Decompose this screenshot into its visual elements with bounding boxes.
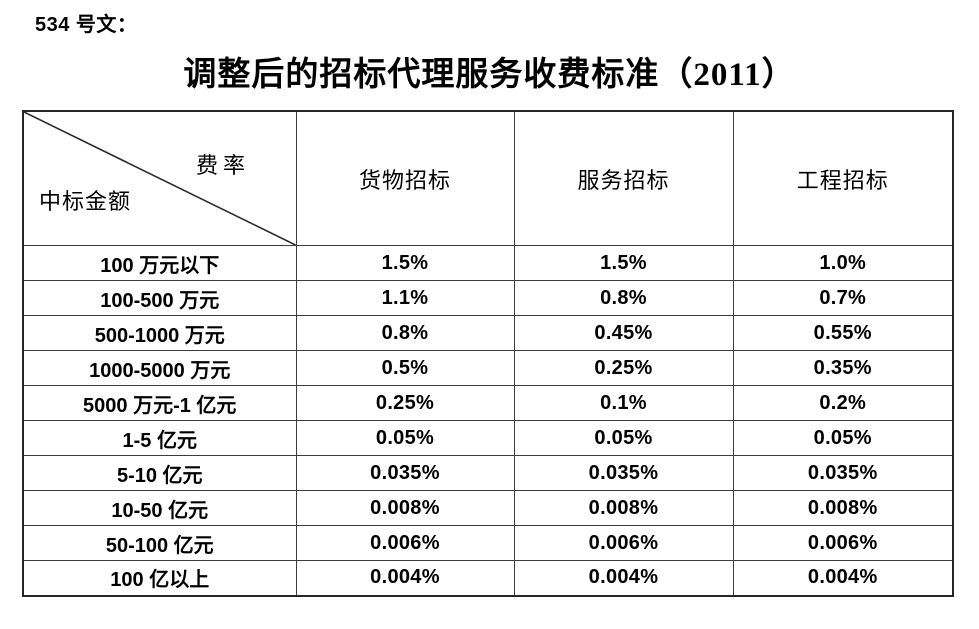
table-row: 500-1000 万元 0.8% 0.45% 0.55% bbox=[22, 315, 954, 351]
table-row: 5-10 亿元 0.035% 0.035% 0.035% bbox=[22, 455, 954, 491]
corner-amount-label: 中标金额 bbox=[39, 189, 132, 214]
fee-value-cell: 0.05% bbox=[295, 420, 515, 456]
fee-value-cell: 0.25% bbox=[295, 385, 515, 421]
fee-value-cell: 0.8% bbox=[295, 315, 515, 351]
fee-rate-table: 费率 中标金额 货物招标 服务招标 工程招标 100 万元以下 1.5% 1.5… bbox=[22, 110, 954, 597]
table-row: 1000-5000 万元 0.5% 0.25% 0.35% bbox=[22, 350, 954, 386]
row-label-cell: 100-500 万元 bbox=[22, 280, 297, 316]
fee-value-cell: 0.006% bbox=[732, 525, 954, 561]
fee-value-cell: 0.5% bbox=[295, 350, 515, 386]
fee-value-cell: 0.35% bbox=[732, 350, 954, 386]
fee-value-cell: 0.035% bbox=[295, 455, 515, 491]
fee-value-cell: 0.8% bbox=[513, 280, 734, 316]
corner-header-cell: 费率 中标金额 bbox=[22, 110, 297, 246]
row-label-cell: 1-5 亿元 bbox=[22, 420, 297, 456]
fee-value-cell: 1.1% bbox=[295, 280, 515, 316]
row-label-cell: 100 万元以下 bbox=[22, 245, 297, 281]
fee-value-cell: 1.0% bbox=[732, 245, 954, 281]
column-header-services: 服务招标 bbox=[513, 110, 734, 246]
table-row: 10-50 亿元 0.008% 0.008% 0.008% bbox=[22, 490, 954, 526]
fee-value-cell: 0.7% bbox=[732, 280, 954, 316]
fee-value-cell: 0.035% bbox=[732, 455, 954, 491]
row-label-cell: 1000-5000 万元 bbox=[22, 350, 297, 386]
fee-value-cell: 0.1% bbox=[513, 385, 734, 421]
diagonal-divider-line bbox=[24, 112, 295, 245]
fee-value-cell: 0.004% bbox=[295, 560, 515, 596]
column-header-engineering: 工程招标 bbox=[732, 110, 954, 246]
column-header-goods: 货物招标 bbox=[295, 110, 515, 246]
row-label-cell: 500-1000 万元 bbox=[22, 315, 297, 351]
fee-value-cell: 0.2% bbox=[732, 385, 954, 421]
fee-value-cell: 0.004% bbox=[732, 560, 954, 596]
fee-value-cell: 0.45% bbox=[513, 315, 734, 351]
row-label-cell: 50-100 亿元 bbox=[22, 525, 297, 561]
fee-value-cell: 1.5% bbox=[513, 245, 734, 281]
row-label-cell: 100 亿以上 bbox=[22, 560, 297, 596]
table-row: 50-100 亿元 0.006% 0.006% 0.006% bbox=[22, 525, 954, 561]
row-label-cell: 5000 万元-1 亿元 bbox=[22, 385, 297, 421]
table-row: 5000 万元-1 亿元 0.25% 0.1% 0.2% bbox=[22, 385, 954, 421]
corner-fee-rate-label: 费率 bbox=[196, 153, 251, 178]
row-label-cell: 10-50 亿元 bbox=[22, 490, 297, 526]
fee-value-cell: 0.25% bbox=[513, 350, 734, 386]
table-row: 100-500 万元 1.1% 0.8% 0.7% bbox=[22, 280, 954, 316]
page-title: 调整后的招标代理服务收费标准（2011） bbox=[183, 57, 796, 93]
table-row: 1-5 亿元 0.05% 0.05% 0.05% bbox=[22, 420, 954, 456]
row-label-cell: 5-10 亿元 bbox=[22, 455, 297, 491]
fee-value-cell: 0.05% bbox=[513, 420, 734, 456]
corner-cell-content: 费率 中标金额 bbox=[24, 112, 295, 245]
fee-value-cell: 0.008% bbox=[732, 490, 954, 526]
fee-value-cell: 0.006% bbox=[295, 525, 515, 561]
fee-value-cell: 0.035% bbox=[513, 455, 734, 491]
fee-value-cell: 0.008% bbox=[513, 490, 734, 526]
table-row: 100 亿以上 0.004% 0.004% 0.004% bbox=[22, 560, 954, 596]
fee-value-cell: 0.008% bbox=[295, 490, 515, 526]
table-row: 100 万元以下 1.5% 1.5% 1.0% bbox=[22, 245, 954, 281]
fee-value-cell: 0.006% bbox=[513, 525, 734, 561]
doc-ref-number: 534 号文： bbox=[35, 14, 138, 36]
fee-value-cell: 0.05% bbox=[732, 420, 954, 456]
fee-value-cell: 0.004% bbox=[513, 560, 734, 596]
header-row: 费率 中标金额 货物招标 服务招标 工程招标 bbox=[22, 110, 954, 246]
fee-value-cell: 1.5% bbox=[295, 245, 515, 281]
fee-value-cell: 0.55% bbox=[732, 315, 954, 351]
